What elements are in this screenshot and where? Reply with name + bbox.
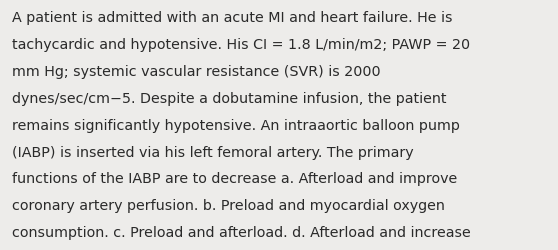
Text: dynes/sec/cm−5. Despite a dobutamine infusion, the patient: dynes/sec/cm−5. Despite a dobutamine inf… — [12, 92, 447, 106]
Text: tachycardic and hypotensive. His CI = 1.8 L/min/m2; PAWP = 20: tachycardic and hypotensive. His CI = 1.… — [12, 38, 470, 52]
Text: A patient is admitted with an acute MI and heart failure. He is: A patient is admitted with an acute MI a… — [12, 11, 453, 25]
Text: coronary artery perfusion. b. Preload and myocardial oxygen: coronary artery perfusion. b. Preload an… — [12, 198, 445, 212]
Text: (IABP) is inserted via his left femoral artery. The primary: (IABP) is inserted via his left femoral … — [12, 145, 414, 159]
Text: mm Hg; systemic vascular resistance (SVR) is 2000: mm Hg; systemic vascular resistance (SVR… — [12, 65, 381, 79]
Text: consumption. c. Preload and afterload. d. Afterload and increase: consumption. c. Preload and afterload. d… — [12, 225, 471, 239]
Text: functions of the IABP are to decrease a. Afterload and improve: functions of the IABP are to decrease a.… — [12, 172, 458, 186]
Text: remains significantly hypotensive. An intraaortic balloon pump: remains significantly hypotensive. An in… — [12, 118, 460, 132]
